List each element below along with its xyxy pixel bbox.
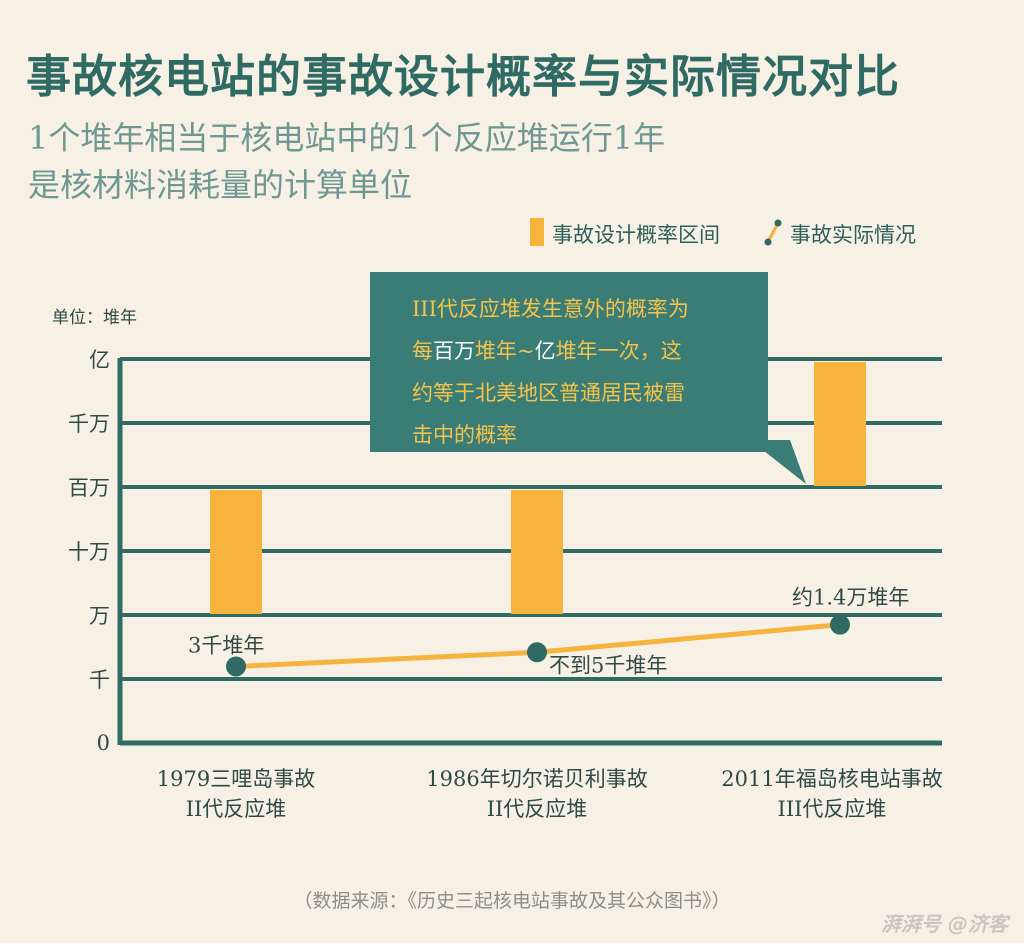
callout-pointer xyxy=(750,440,806,484)
y-tick-label-2: 万 xyxy=(89,604,110,628)
design-range-bar-1 xyxy=(511,490,563,614)
x-category-label-1-line-0: 1986年切尔诺贝利事故 xyxy=(426,767,648,791)
actual-point-0 xyxy=(226,656,246,677)
chart-title: 事故核电站的事故设计概率与实际情况对比 xyxy=(26,50,901,103)
legend-actual-swatch xyxy=(764,219,782,246)
y-tick-label-6: 亿 xyxy=(89,348,110,372)
actual-point-label-1: 不到5千堆年 xyxy=(549,653,667,677)
callout-line2: 每百万堆年~亿堆年一次，这 xyxy=(412,339,682,363)
actual-point-2 xyxy=(830,614,850,635)
chart-subtitle-line2: 是核材料消耗量的计算单位 xyxy=(28,166,413,204)
y-axis-unit-label: 单位：堆年 xyxy=(52,308,137,328)
legend-design-range-label: 事故设计概率区间 xyxy=(552,223,720,247)
chart-subtitle-line1: 1个堆年相当于核电站中的1个反应堆运行1年 xyxy=(28,119,666,157)
legend-actual-label: 事故实际情况 xyxy=(790,223,916,247)
callout-line4: 击中的概率 xyxy=(412,423,517,447)
design-range-bar-2 xyxy=(814,362,866,486)
y-tick-label-0: 0 xyxy=(96,731,110,755)
x-category-label-1: 1986年切尔诺贝利事故 II代反应堆 xyxy=(407,764,667,824)
y-tick-label-5: 千万 xyxy=(68,412,110,436)
x-category-label-2-line-0: 2011年福岛核电站事故 xyxy=(721,767,943,791)
y-tick-label-3: 十万 xyxy=(68,540,110,564)
callout-line3: 约等于北美地区普通居民被雷 xyxy=(412,381,685,405)
x-category-label-2: 2011年福岛核电站事故 III代反应堆 xyxy=(702,764,962,824)
watermark: 湃湃号 @济客 xyxy=(881,912,1008,936)
x-category-label-1-line-1: II代反应堆 xyxy=(486,797,588,821)
actual-point-label-0: 3千堆年 xyxy=(188,633,264,657)
actual-point-1 xyxy=(527,642,547,663)
legend-design-range-swatch xyxy=(530,218,544,246)
x-category-label-0-line-0: 1979三哩岛事故 xyxy=(156,767,316,791)
x-category-label-2-line-1: III代反应堆 xyxy=(777,797,887,821)
actual-point-label-2: 约1.4万堆年 xyxy=(792,586,909,610)
y-tick-label-1: 千 xyxy=(89,668,110,692)
callout-line1: III代反应堆发生意外的概率为 xyxy=(412,297,689,321)
y-tick-label-4: 百万 xyxy=(68,476,110,500)
design-range-bar-0 xyxy=(210,490,262,614)
annotation-callout: III代反应堆发生意外的概率为 每百万堆年~亿堆年一次，这 约等于北美地区普通居… xyxy=(370,272,768,452)
data-source-note: （数据来源：《历史三起核电站事故及其公众图书》） xyxy=(293,890,731,912)
x-category-label-0-line-1: II代反应堆 xyxy=(185,797,287,821)
x-category-label-0: 1979三哩岛事故 II代反应堆 xyxy=(106,764,366,824)
